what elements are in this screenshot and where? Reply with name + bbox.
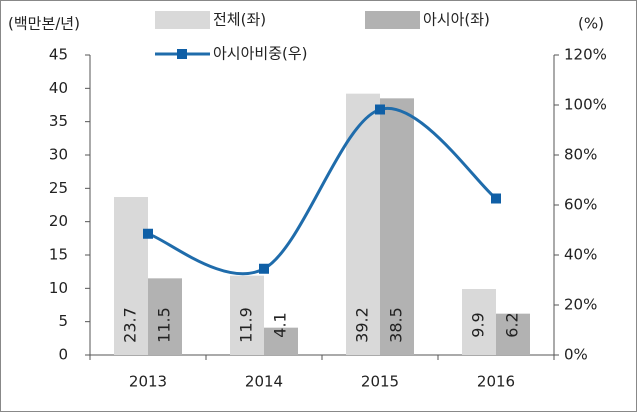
bar — [380, 98, 414, 355]
y-tick-label: 30 — [49, 146, 68, 164]
bar — [148, 278, 182, 355]
value-label: 38.5 — [387, 307, 406, 343]
y-tick-label: 5 — [58, 312, 68, 330]
bar — [496, 313, 530, 355]
y-tick-label: 25 — [49, 179, 68, 197]
y2-tick-label: 100% — [564, 96, 607, 114]
y-tick-label: 35 — [49, 112, 68, 130]
line-marker — [375, 104, 385, 115]
legend-swatch — [365, 11, 420, 29]
bar — [264, 327, 298, 355]
y2-tick-label: 40% — [564, 246, 597, 264]
y-tick-label: 10 — [49, 279, 68, 297]
line-marker — [259, 263, 269, 274]
line-marker — [143, 228, 153, 239]
line-marker — [491, 193, 501, 204]
value-label: 11.9 — [237, 307, 256, 343]
value-label: 9.9 — [469, 312, 488, 337]
y-tick-label: 45 — [49, 46, 68, 64]
y2-tick-label: 80% — [564, 146, 597, 164]
y-tick-label: 15 — [49, 246, 68, 264]
bar — [462, 289, 496, 355]
y-tick-label: 40 — [49, 79, 68, 97]
legend-label: 아시아비중(우) — [213, 45, 308, 63]
y2-axis-label: (%) — [578, 15, 604, 33]
x-tick-label: 2014 — [245, 373, 283, 391]
y2-tick-label: 20% — [564, 296, 597, 314]
legend-swatch — [155, 11, 210, 29]
value-label: 39.2 — [353, 307, 372, 343]
value-label: 11.5 — [155, 307, 174, 343]
value-label: 4.1 — [271, 312, 290, 337]
legend-swatch — [177, 49, 187, 59]
y-tick-label: 0 — [58, 346, 68, 364]
y-tick-label: 20 — [49, 212, 68, 230]
legend-label: 아시아(좌) — [423, 11, 490, 29]
x-tick-label: 2016 — [477, 373, 515, 391]
y2-tick-label: 0% — [564, 346, 588, 364]
bar — [114, 197, 148, 355]
line — [147, 106, 497, 276]
x-tick-label: 2015 — [361, 373, 399, 391]
y2-tick-label: 120% — [564, 46, 607, 64]
y2-tick-label: 60% — [564, 196, 597, 214]
value-label: 23.7 — [121, 307, 140, 343]
x-tick-label: 2013 — [129, 373, 167, 391]
y-axis-label: (백만본/년) — [8, 15, 80, 33]
value-label: 6.2 — [503, 312, 522, 337]
bar — [230, 275, 264, 355]
legend-label: 전체(좌) — [213, 11, 266, 29]
